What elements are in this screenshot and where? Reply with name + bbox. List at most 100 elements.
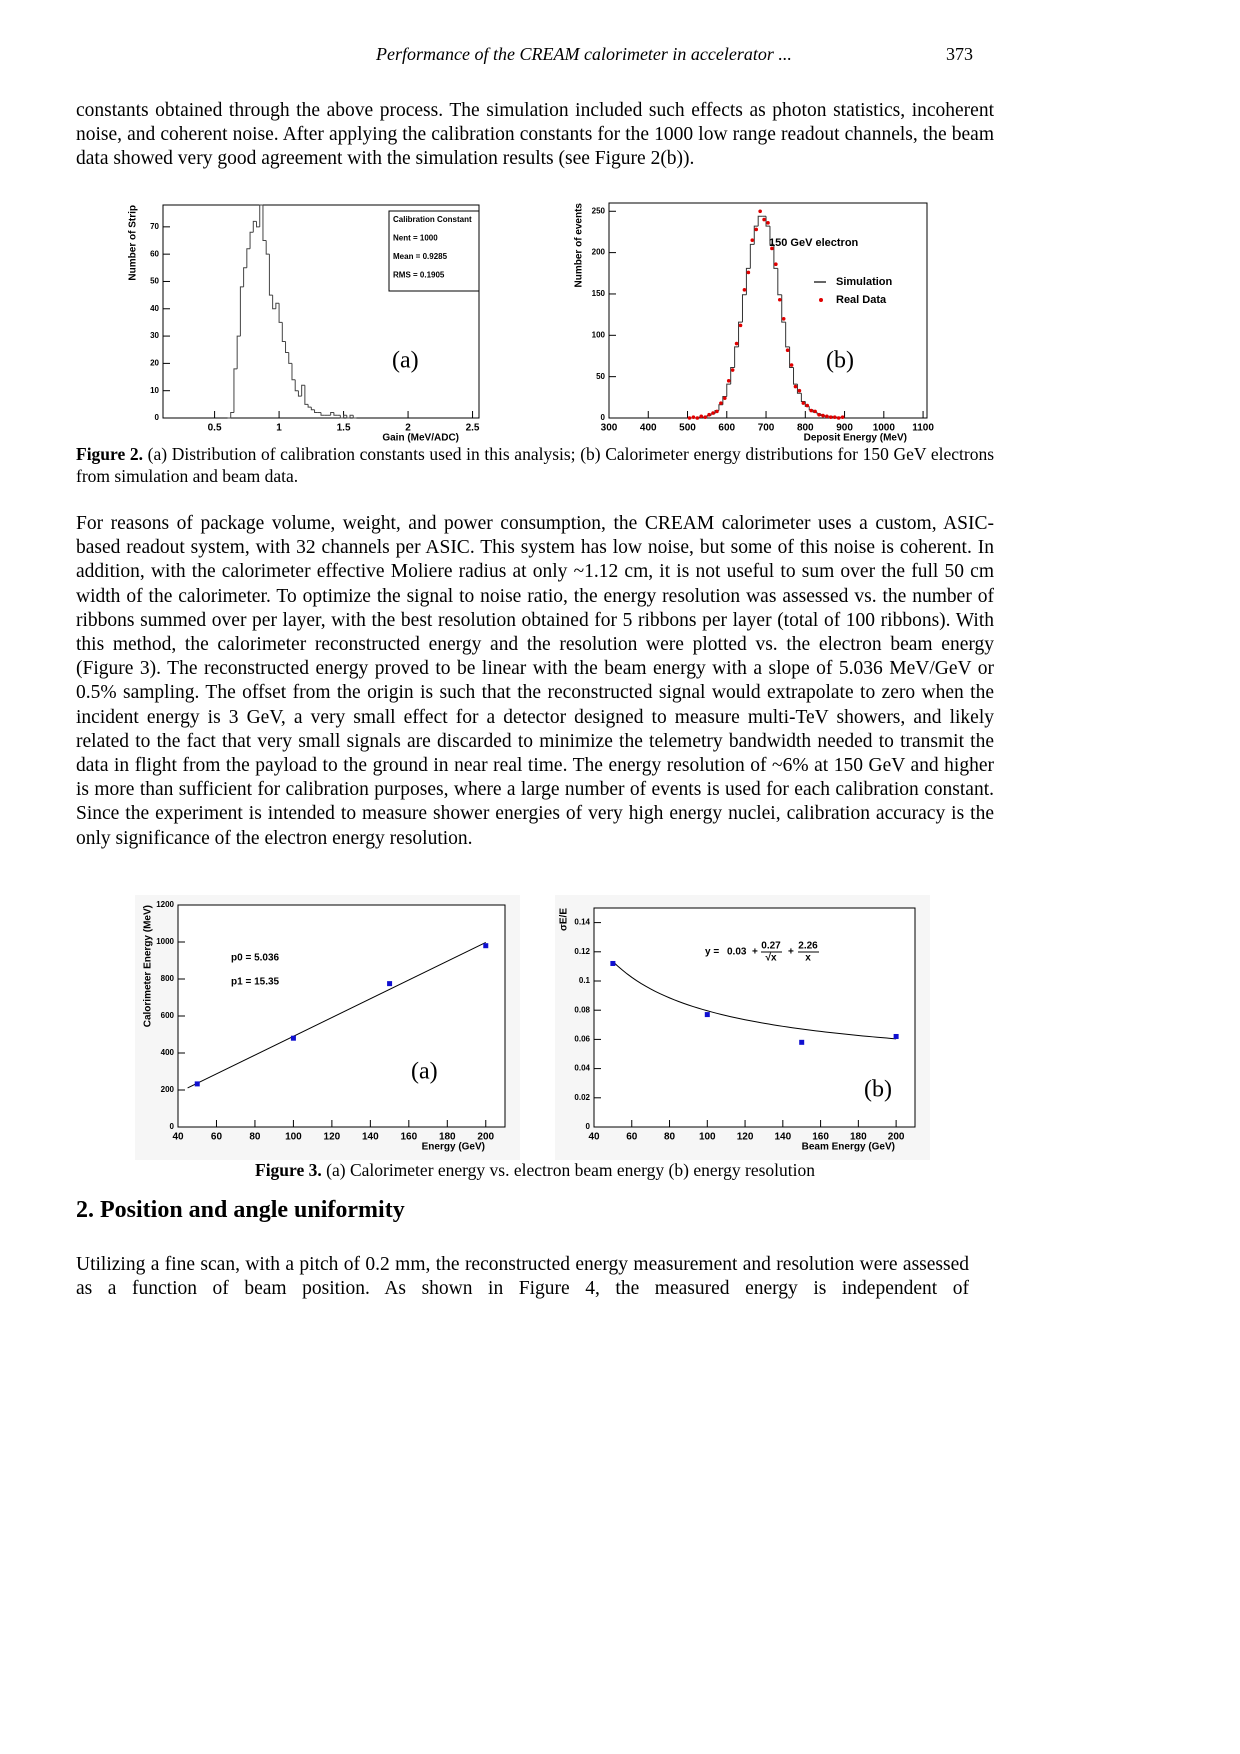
fit-formula: + [788,947,794,958]
legend-label: Simulation [836,276,893,288]
histogram-bin [294,379,299,392]
data-point [825,414,829,419]
data-point [734,341,739,346]
histogram-bin [773,244,778,269]
panel-label: (a) [392,348,419,374]
x-tick-label: 1.5 [337,423,351,434]
data-point [730,368,735,372]
figure-3a: 40 60 80 100 120 140 160 180 200 0 200 400 600 800 100… [135,895,520,1160]
histogram-bin [307,404,312,408]
data-point [777,297,782,302]
y-tick-label: 20 [150,358,159,367]
histogram-bin [753,225,759,245]
histogram-bin [285,341,289,353]
histogram-bin [249,231,254,249]
x-tick-label: 200 [888,1132,905,1143]
data-point [703,415,707,419]
histogram-bin [314,409,318,414]
histogram-bin [262,205,267,241]
data-point [799,1039,805,1045]
legend-label: Real Data [836,294,887,306]
histogram-bin [239,286,244,337]
histogram-bin [757,215,763,227]
x-tick-label: 700 [758,423,775,434]
y-axis-label: Calorimeter Energy (MeV) [143,905,154,1027]
data-point [813,409,817,414]
x-tick-label: 0.5 [208,423,222,434]
x-tick-label: 500 [679,423,696,434]
x-tick-label: 160 [400,1132,417,1143]
x-tick-label: 1 [276,423,282,434]
histogram-bin [236,335,241,369]
histogram-bin [769,226,774,245]
plot-frame [177,904,506,1128]
x-axis-label: Deposit Energy (MeV) [804,433,907,444]
histogram-bin [730,367,735,385]
y-tick-label: 0 [155,413,160,422]
x-tick-label: 1100 [912,423,934,434]
data-point [719,401,723,405]
data-point [774,262,778,266]
figure-caption: Figure 3. (a) Calorimeter energy vs. ele… [76,1159,994,1181]
histogram-bin [310,407,315,411]
y-tick-label: 200 [592,248,606,257]
y-tick-label: 50 [596,372,605,381]
running-header: Performance of the CREAM calorimeter in … [376,44,792,64]
x-tick-label: 120 [737,1132,754,1143]
histogram-bin [301,384,305,397]
data-point [893,1033,899,1039]
stats-line: Calibration Constant [393,215,472,224]
data-point [840,415,845,419]
histogram-bin [789,346,794,369]
paragraph: Utilizing a fine scan, with a pitch of 0… [76,1254,969,1300]
caption-text: (a) Distribution of calibration constant… [76,444,995,486]
fit-parameter: p0 = 5.036 [231,953,280,964]
histogram-bin [304,385,309,405]
y-tick-label: 0.14 [574,918,590,927]
data-point [746,270,751,275]
x-tick-label: 100 [285,1132,302,1143]
y-tick-label: 200 [161,1085,175,1094]
legend-marker [819,298,823,302]
data-point [704,1012,710,1018]
x-tick-label: 2.5 [466,423,480,434]
data-point [832,415,837,419]
histogram-bin [272,295,276,310]
histogram-bin [252,220,257,233]
legend-title: 150 GeV electron [769,237,859,249]
histogram-bin [281,322,286,343]
y-tick-label: 40 [150,304,159,313]
histogram-bin [741,294,747,323]
histogram-bin [781,294,786,323]
data-point [821,413,825,418]
data-point [762,217,766,222]
histogram-bin [275,302,280,309]
figure-2a: 0.5 1 1.5 2 2.5 0 10 20 30 40 50 60 70 Gain (MeV/ADC)… [128,204,480,444]
panel-label: (b) [826,348,854,374]
x-tick-label: 900 [836,423,853,434]
data-point [483,943,489,949]
fit-formula: x [805,953,811,964]
y-tick-label: 100 [592,330,606,339]
y-tick-label: 70 [150,222,159,231]
data-point [711,411,715,415]
histogram-bin [339,415,344,419]
x-axis-label: Gain (MeV/ADC) [382,433,459,444]
y-tick-label: 0.04 [574,1064,590,1073]
histogram-bin [333,412,338,416]
histogram-bin [243,267,247,287]
figure-2b: 300 400 500 600 700 800 900 1000 1100 0 50 100 150 20… [574,202,934,444]
histogram-bin [738,321,743,347]
figure-3b: 40 60 80 100 120 140 160 180 200 0 0.02 0.04 0.06 0.0… [555,895,930,1160]
data-point [805,403,810,408]
caption-label: Figure 2. [76,444,144,464]
data-point [290,1035,296,1041]
data-point [801,401,806,405]
data-point [766,221,770,225]
data-point [715,409,719,414]
histogram-bin [246,248,251,268]
data-point [785,348,790,352]
paragraph: constants obtained through the above pro… [76,100,994,170]
data-point [687,416,692,420]
